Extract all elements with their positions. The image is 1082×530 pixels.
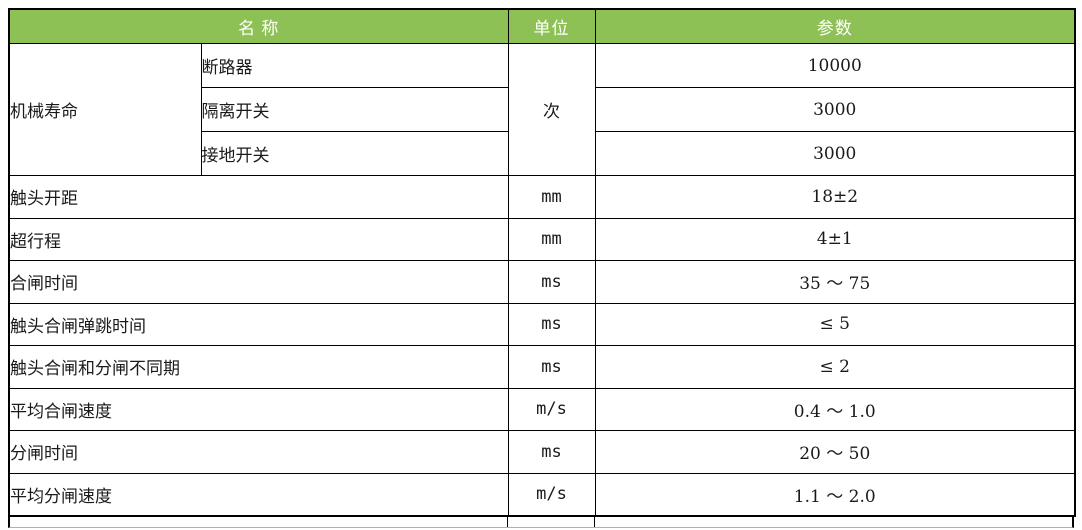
- header-cell-unit: 单位: [507, 8, 596, 44]
- table-row: 触头合闸和分闸不同期 ms ≤ 2: [8, 345, 1076, 389]
- row-name-cell: 合闸时间: [8, 260, 509, 304]
- table-row: 触头开距 mm 18±2: [8, 175, 1076, 219]
- value-cell: 4±1: [594, 217, 1076, 261]
- table-row: 触头合闸弹跳时间 ms ≤ 5: [8, 302, 1076, 346]
- row-name-cell: 分闸时间: [8, 430, 509, 474]
- unit-cell: mm: [507, 175, 596, 219]
- table-row: 超行程 mm 4±1: [8, 217, 1076, 261]
- table-row: 合闸时间 ms 35 ～ 75: [8, 260, 1076, 304]
- column-divider-line: [507, 516, 508, 527]
- unit-cell: m/s: [507, 472, 596, 516]
- row-name-cell: 触头合闸弹跳时间: [8, 302, 509, 346]
- table-row-breaker: 机械寿命 断路器 次 10000: [8, 43, 1076, 176]
- value-cell: ≤ 5: [594, 302, 1076, 346]
- row-name-cell: 隔离开关: [200, 87, 509, 132]
- value-cell: 1.1 ～ 2.0: [594, 472, 1076, 516]
- table-row-earthing-switch: 接地开关 3000: [9, 131, 1076, 176]
- header-cell-name: 名 称: [8, 8, 509, 44]
- value-cell: 20 ～ 50: [594, 430, 1076, 474]
- header-row: 名 称 单位 参数: [8, 8, 1076, 44]
- row-name-cell: 触头开距: [8, 175, 509, 219]
- header-cell-param: 参数: [594, 8, 1076, 44]
- row-name-cell: 触头合闸和分闸不同期: [8, 345, 509, 389]
- spec-sheet: 名 称 单位 参数 机械寿命 断路器 次 10000 隔离开关 3000 接地开…: [8, 8, 1076, 528]
- value-cell: ≤ 2: [594, 345, 1076, 389]
- cutoff-partial-row: [8, 516, 1074, 528]
- row-name-cell: 断路器: [200, 43, 509, 88]
- value-cell: 18±2: [594, 175, 1076, 219]
- mech-life-label-cell: 机械寿命: [8, 43, 202, 176]
- unit-cell: ms: [507, 430, 596, 474]
- unit-cell: m/s: [507, 387, 596, 431]
- column-divider-line: [594, 516, 595, 527]
- spec-table: 名 称 单位 参数 机械寿命 断路器 次 10000 隔离开关 3000 接地开…: [8, 8, 1076, 517]
- table-row: 平均合闸速度 m/s 0.4 ～ 1.0: [8, 387, 1076, 431]
- value-cell: 35 ～ 75: [594, 260, 1076, 304]
- row-name-cell: 接地开关: [200, 131, 509, 176]
- value-cell: 0.4 ～ 1.0: [594, 387, 1076, 431]
- value-cell: 3000: [594, 131, 1076, 176]
- table-row: 平均分闸速度 m/s 1.1 ～ 2.0: [8, 472, 1076, 516]
- table-row: 分闸时间 ms 20 ～ 50: [8, 430, 1076, 474]
- row-name-cell: 平均分闸速度: [8, 472, 509, 516]
- unit-cell: ms: [507, 345, 596, 389]
- row-name-cell: 超行程: [8, 217, 509, 261]
- unit-cell: ms: [507, 302, 596, 346]
- unit-cell: ms: [507, 260, 596, 304]
- table-row-disconnector: 隔离开关 3000: [9, 87, 1076, 132]
- unit-cell: mm: [507, 217, 596, 261]
- row-name-cell: 平均合闸速度: [8, 387, 509, 431]
- mech-life-unit-cell: 次: [507, 43, 596, 176]
- value-cell: 3000: [594, 87, 1076, 132]
- value-cell: 10000: [594, 43, 1076, 88]
